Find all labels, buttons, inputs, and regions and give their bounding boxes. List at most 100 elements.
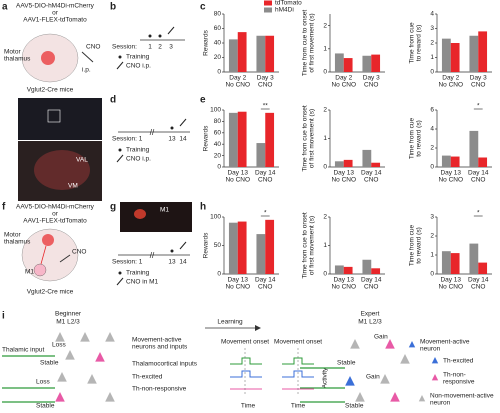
neuron [105,332,115,342]
y-tick-label: 2 [323,214,327,221]
panel-label: b [110,2,116,13]
roi [47,109,61,123]
legend-text: hM4Di [275,7,294,14]
axis-text: Time [241,403,256,410]
mice-text: Vglut2-Cre mice [27,87,74,94]
virus-text: AAV1-FLEX-tdTomato [23,17,87,24]
break-mark: // [150,251,155,260]
neuron [95,352,105,362]
legend-text: CNO i.p. [126,156,151,163]
bar [265,219,275,274]
y-axis-label: Time from cue [409,224,416,266]
day-text: 13 [168,136,176,143]
y-tick-label: 3 [430,214,434,221]
y-tick-label: 0 [323,271,327,278]
y-tick-label: 4 [430,11,434,18]
y-tick-label: 2 [323,22,327,29]
change-text: Loss [52,342,66,349]
injection-site [41,51,55,65]
x-tick-label: Day 13 [440,170,461,177]
x-tick-label: Day 14 [468,277,489,284]
x-tick-label: Day 2 [229,75,246,82]
bar [450,156,460,167]
y-tick-label: 1 [430,252,434,259]
bar [237,111,247,167]
y-tick-label: 80 [214,11,222,18]
day-text: 1 [148,44,152,51]
neuron [431,357,439,364]
panel-label: i [2,311,5,322]
syringe [167,26,175,35]
y-tick-label: 0 [430,164,434,171]
neuron [55,332,65,342]
panel-label: g [110,202,116,213]
bar [265,35,275,72]
x-tick-label: No CNO [331,82,356,89]
input-text: Thalamic input [2,347,44,354]
axis-text: Activity [322,367,329,388]
y-tick-label: 1 [430,54,434,61]
legend-text: neuron [420,346,441,353]
y-tick-label: 40 [214,40,222,47]
x-tick-label: Day 14 [468,170,489,177]
layer-text: M1 L2/3 [56,319,80,326]
y-tick-label: 100 [210,214,221,221]
bar [265,112,275,167]
syringe [116,61,124,70]
neuron [418,395,426,402]
legend-text: neuron [430,400,451,407]
x-tick-label: No CNO [331,284,356,291]
legend-text: Training [126,54,150,61]
significance: ** [263,103,269,110]
x-tick-label: CNO [258,177,272,184]
day-text: 13 [168,259,176,266]
target-site [33,263,47,277]
y-axis-label: Rewards [203,232,210,258]
y-tick-label: 1 [323,135,327,142]
neuron [80,332,90,342]
virus-text: AAV5-DIO-hM4Di-mCherry [16,3,95,10]
bar [371,54,381,72]
area-label: VM [68,183,78,190]
y-axis-label: of first movement (s) [309,216,316,275]
cannula [179,241,187,250]
y-axis-label: Time from cue [409,117,416,159]
y-tick-label: 1 [323,242,327,249]
x-tick-label: No CNO [438,177,463,184]
y-tick-label: 0 [217,271,221,278]
bar [343,266,353,274]
y-tick-label: 0 [323,164,327,171]
x-tick-label: No CNO [331,177,356,184]
y-tick-label: 0 [430,69,434,76]
x-tick-label: CNO [258,82,272,89]
bar [441,38,451,72]
bar [371,162,381,167]
bar [334,265,344,274]
y-tick-label: 4 [430,126,434,133]
legend-swatch [264,7,272,13]
bar [228,39,238,72]
y-tick-label: 20 [214,54,222,61]
y-tick-label: 0 [217,164,221,171]
change-text: Stable [36,403,55,410]
training-dot [148,34,152,38]
change-text: Gain [366,374,380,381]
x-tick-label: Day 13 [333,170,354,177]
y-tick-label: 20 [214,152,222,159]
syringe [179,118,187,127]
x-tick-label: Day 13 [333,277,354,284]
y-tick-label: 0 [217,69,221,76]
learning-text: Learning [217,319,243,326]
bar [469,130,479,167]
y-tick-label: 60 [214,25,222,32]
bar [237,32,247,72]
schematic: i Beginner M1 L2/3 Thalamic input Loss S… [2,311,494,410]
day-text: 14 [179,136,187,143]
change-text: Gain [374,334,388,341]
y-axis-label: Time from cue to onset [302,105,309,171]
training-dot [118,148,122,152]
bar [478,31,488,72]
y-tick-label: 0 [323,69,327,76]
bar [450,43,460,72]
day-text: 3 [169,44,173,51]
